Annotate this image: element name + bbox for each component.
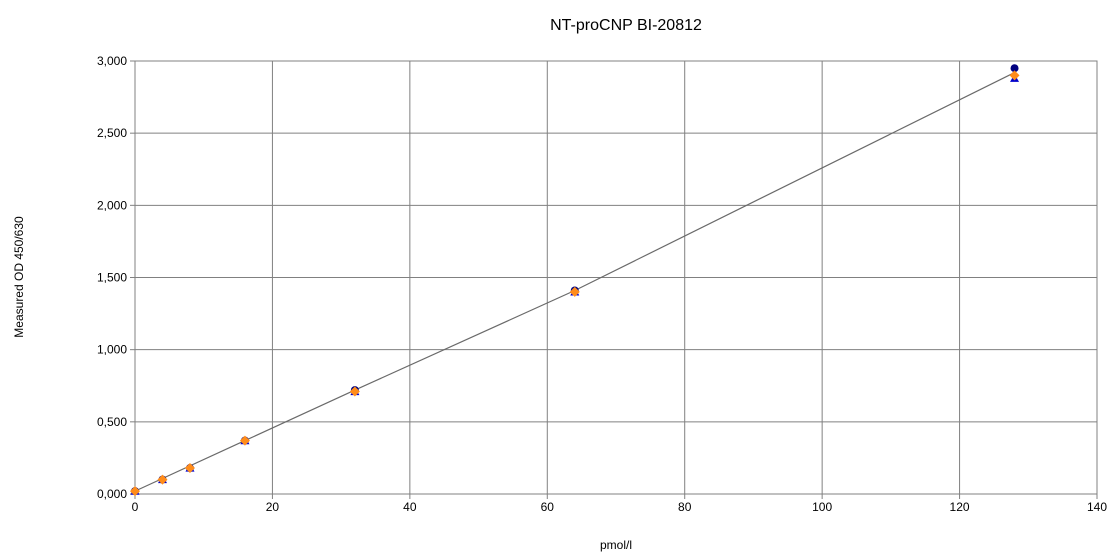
x-tick-label: 80 [678,500,692,514]
y-tick-label: 0,000 [97,487,127,501]
data-point-diamond [1009,70,1020,81]
data-point-diamond [157,474,168,485]
data-point-circle [1010,64,1019,73]
y-tick-label: 1,500 [97,271,127,285]
x-axis-label: pmol/l [600,538,632,552]
y-tick-label: 1,000 [97,343,127,357]
y-tick-label: 2,500 [97,126,127,140]
x-tick-label: 0 [132,500,139,514]
y-axis-label: Measured OD 450/630 [12,216,26,338]
data-point-diamond [184,463,195,474]
data-point-diamond [130,486,140,497]
x-tick-label: 120 [950,500,970,514]
y-tick-label: 2,000 [97,198,127,212]
data-point-diamond [569,286,580,297]
y-tick-label: 3,000 [97,54,127,68]
x-tick-label: 60 [541,500,555,514]
y-tick-label: 0,500 [97,415,127,429]
chart-title: NT-proCNP BI-20812 [550,17,702,34]
x-tick-label: 20 [266,500,280,514]
data-point-diamond [349,386,360,397]
x-tick-label: 100 [812,500,832,514]
plot-area: 0 20 40 60 80 100 120 140 0,000 0,500 1,000 1,500 2,… [97,54,1107,514]
x-tick-label: 140 [1087,500,1107,514]
data-point-diamond [239,435,250,446]
x-tick-label: 40 [403,500,417,514]
